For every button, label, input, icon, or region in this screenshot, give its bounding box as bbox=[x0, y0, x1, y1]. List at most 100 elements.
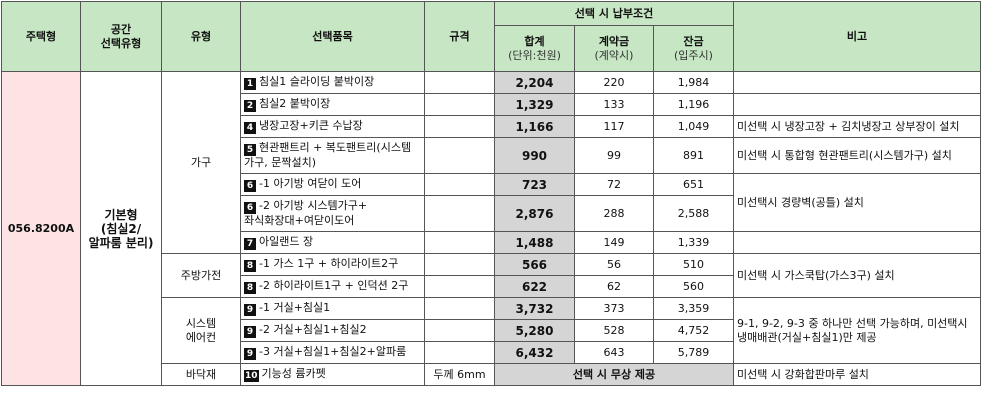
item-cell: 4 냉장고장+키큰 수납장 bbox=[240, 115, 425, 138]
remarks-cell: 미선택 시 냉장고장 + 김치냉장고 상부장이 설치 bbox=[733, 115, 981, 138]
header-deposit: 계약금 (계약시) bbox=[574, 25, 654, 72]
item-label: -2 아기방 시스템가구+ 좌식화장대+여닫이도어 bbox=[244, 199, 368, 227]
header-item: 선택품목 bbox=[240, 1, 425, 72]
table-header: 주택형 공간 선택유형 유형 선택품목 규격 선택 시 납부조건 비고 합계 (단… bbox=[1, 1, 981, 72]
item-label: 침실2 붙박이장 bbox=[259, 97, 331, 110]
item-number-badge: 2 bbox=[244, 100, 256, 112]
category-floor: 바닥재 bbox=[161, 363, 241, 386]
item-cell: 9 -1 거실+침실1 bbox=[240, 297, 425, 320]
total-cell: 622 bbox=[494, 275, 575, 298]
table-row: 주방가전 8 -1 가스 1구 + 하이라이트2구 566 56 510 미선택 … bbox=[2, 253, 981, 298]
item-number-badge: 6 bbox=[244, 202, 256, 214]
item-label: 현관팬트리 + 복도팬트리(시스템가구, 문짝설치) bbox=[244, 141, 412, 169]
spec-cell bbox=[424, 137, 495, 174]
total-cell: 990 bbox=[494, 137, 575, 174]
item-label: 기능성 륨카펫 bbox=[261, 367, 326, 380]
deposit-cell: 373 bbox=[574, 297, 654, 320]
unit-type-cell: 056.8200A bbox=[1, 71, 81, 386]
header-total-label: 합계 bbox=[524, 34, 545, 48]
spec-cell bbox=[424, 231, 495, 254]
remarks-cell: 9-1, 9-2, 9-3 중 하나만 선택 가능하며, 미선택시 냉매배관(거… bbox=[733, 297, 981, 364]
balance-cell: 1,984 bbox=[653, 71, 734, 94]
spec-cell bbox=[424, 173, 495, 196]
item-number-badge: 9 bbox=[244, 348, 256, 360]
balance-cell: 3,359 bbox=[653, 297, 734, 320]
category-aircon: 시스템 에어컨 bbox=[161, 297, 241, 364]
deposit-cell: 643 bbox=[574, 341, 654, 364]
category-furniture: 가구 bbox=[161, 71, 241, 254]
deposit-cell: 56 bbox=[574, 253, 654, 276]
header-balance-sub: (입주시) bbox=[674, 48, 713, 62]
item-cell: 5 현관팬트리 + 복도팬트리(시스템가구, 문짝설치) bbox=[240, 137, 425, 174]
spec-cell bbox=[424, 71, 495, 94]
item-label: -1 거실+침실1 bbox=[259, 301, 331, 314]
total-cell: 6,432 bbox=[494, 341, 575, 364]
item-label: -1 가스 1구 + 하이라이트2구 bbox=[259, 257, 399, 270]
balance-cell: 1,196 bbox=[653, 93, 734, 116]
header-deposit-sub: (계약시) bbox=[594, 48, 634, 62]
remarks-cell: 미선택 시 통합형 현관팬트리(시스템가구) 설치 bbox=[733, 137, 981, 174]
total-cell: 1,488 bbox=[494, 231, 575, 254]
total-cell: 566 bbox=[494, 253, 575, 276]
space-type-cell: 기본형 (침실2/ 알파룸 분리) bbox=[80, 71, 162, 386]
balance-cell: 1,339 bbox=[653, 231, 734, 254]
balance-cell: 5,789 bbox=[653, 341, 734, 364]
spec-cell bbox=[424, 93, 495, 116]
total-cell: 5,280 bbox=[494, 319, 575, 342]
item-number-badge: 9 bbox=[244, 326, 256, 338]
balance-cell: 1,049 bbox=[653, 115, 734, 138]
table-row: 7 아일랜드 장 1,488 149 1,339 bbox=[2, 231, 981, 254]
balance-cell: 651 bbox=[653, 173, 734, 196]
table-row: 4 냉장고장+키큰 수납장 1,166 117 1,049 미선택 시 냉장고장 … bbox=[2, 115, 981, 138]
table-row: 6 -2 아기방 시스템가구+ 좌식화장대+여닫이도어 2,876 288 2,5… bbox=[2, 195, 981, 232]
item-label: 침실1 슬라이딩 붙박이장 bbox=[259, 75, 375, 88]
item-number-badge: 10 bbox=[244, 370, 259, 382]
header-remarks: 비고 bbox=[733, 1, 981, 72]
item-cell: 9 -3 거실+침실1+침실2+알파룸 bbox=[240, 341, 425, 364]
remarks-cell: 미선택 시 가스쿡탑(가스3구) 설치 bbox=[733, 253, 981, 298]
header-space-type: 공간 선택유형 bbox=[80, 1, 162, 72]
balance-cell: 2,588 bbox=[653, 195, 734, 232]
total-cell: 3,732 bbox=[494, 297, 575, 320]
item-label: -1 아기방 여닫이 도어 bbox=[259, 177, 362, 190]
table-row: 시스템 에어컨 9 -1 거실+침실1 3,732 373 3,359 9-1, … bbox=[2, 297, 981, 364]
deposit-cell: 288 bbox=[574, 195, 654, 232]
deposit-cell: 62 bbox=[574, 275, 654, 298]
item-cell: 6 -2 아기방 시스템가구+ 좌식화장대+여닫이도어 bbox=[240, 195, 425, 232]
spec-cell bbox=[424, 319, 495, 342]
deposit-cell: 133 bbox=[574, 93, 654, 116]
table-row: 2 침실2 붙박이장 1,329 133 1,196 bbox=[2, 93, 981, 116]
table-row: 056.8200A 기본형 (침실2/ 알파룸 분리) 가구 1 침실1 슬라이딩… bbox=[1, 71, 981, 386]
item-number-badge: 6 bbox=[244, 180, 256, 192]
total-cell: 723 bbox=[494, 173, 575, 196]
deposit-cell: 99 bbox=[574, 137, 654, 174]
table-row: 9 -3 거실+침실1+침실2+알파룸 6,432 643 5,789 bbox=[2, 341, 981, 364]
header-deposit-label: 계약금 bbox=[598, 34, 630, 48]
deposit-cell: 117 bbox=[574, 115, 654, 138]
deposit-cell: 528 bbox=[574, 319, 654, 342]
item-cell: 10 기능성 륨카펫 bbox=[240, 363, 425, 386]
balance-cell: 510 bbox=[653, 253, 734, 276]
spec-cell bbox=[424, 253, 495, 276]
item-label: -2 거실+침실1+침실2 bbox=[259, 323, 367, 336]
remarks-cell: 미선택 시 강화합판마루 설치 bbox=[733, 363, 981, 386]
deposit-cell: 149 bbox=[574, 231, 654, 254]
spec-cell bbox=[424, 341, 495, 364]
item-label: -3 거실+침실1+침실2+알파룸 bbox=[259, 345, 407, 358]
total-cell: 1,329 bbox=[494, 93, 575, 116]
item-cell: 8 -1 가스 1구 + 하이라이트2구 bbox=[240, 253, 425, 276]
table-row: 5 현관팬트리 + 복도팬트리(시스템가구, 문짝설치) 990 99 891 미… bbox=[2, 137, 981, 174]
item-number-badge: 8 bbox=[244, 282, 256, 294]
option-price-table: 주택형 공간 선택유형 유형 선택품목 규격 선택 시 납부조건 비고 합계 (단… bbox=[1, 1, 981, 386]
remarks-cell: 미선택시 경량벽(공틀) 설치 bbox=[733, 173, 981, 232]
item-number-badge: 4 bbox=[244, 122, 256, 134]
table-row: 6 -1 아기방 여닫이 도어 723 72 651 미선택시 경량벽(공틀) 설… bbox=[2, 173, 981, 232]
spec-cell: 두께 6mm bbox=[424, 363, 495, 386]
spec-cell bbox=[424, 275, 495, 298]
header-balance: 잔금 (입주시) bbox=[653, 25, 734, 72]
item-cell: 6 -1 아기방 여닫이 도어 bbox=[240, 173, 425, 196]
item-cell: 2 침실2 붙박이장 bbox=[240, 93, 425, 116]
item-cell: 8 -2 하이라이트1구 + 인덕션 2구 bbox=[240, 275, 425, 298]
item-cell: 9 -2 거실+침실1+침실2 bbox=[240, 319, 425, 342]
balance-cell: 891 bbox=[653, 137, 734, 174]
